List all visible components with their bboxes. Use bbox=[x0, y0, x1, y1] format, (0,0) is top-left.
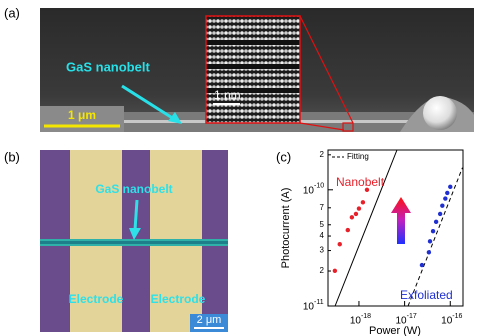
electrode-label: Electrode bbox=[151, 292, 206, 306]
data-point bbox=[448, 184, 453, 190]
y-tick-label: 10 bbox=[303, 185, 315, 196]
plot-frame bbox=[327, 149, 464, 307]
scale-bar-label: 1 μm bbox=[68, 108, 96, 122]
annotation-arrow bbox=[129, 199, 141, 240]
y-tick-label: 4 bbox=[320, 231, 325, 240]
y-tick-label: 10 bbox=[303, 302, 315, 313]
panel-label: (c) bbox=[276, 149, 291, 164]
data-point bbox=[349, 215, 355, 220]
annotation: GaS nanobelt bbox=[66, 59, 150, 74]
data-point bbox=[427, 239, 433, 244]
y-tick-exponent: -10 bbox=[314, 183, 324, 190]
x-tick-exponent: -18 bbox=[361, 313, 371, 320]
panel-label: (b) bbox=[4, 149, 20, 164]
data-point bbox=[445, 190, 450, 196]
scale-bar-label: 2 μm bbox=[197, 314, 222, 326]
data-point bbox=[437, 211, 443, 217]
x-tick-label: 10 bbox=[395, 316, 407, 327]
y-tick-label: 5 bbox=[320, 220, 325, 229]
data-point bbox=[440, 203, 445, 208]
fit-line bbox=[407, 167, 463, 307]
x-tick-label: 10 bbox=[350, 316, 362, 327]
x-tick-exponent: -17 bbox=[407, 313, 417, 320]
annotation: GaS nanobelt bbox=[95, 182, 172, 196]
legend-label: Fitting bbox=[347, 152, 369, 161]
scale-bar-box bbox=[40, 106, 124, 132]
y-tick-label: 2 bbox=[320, 150, 325, 159]
data-point bbox=[426, 250, 432, 255]
data-point bbox=[356, 206, 362, 211]
y-tick-exponent: -11 bbox=[314, 299, 324, 306]
y-axis-label: Photocurrent (A) bbox=[280, 188, 292, 269]
data-point bbox=[332, 268, 338, 273]
fit-line bbox=[334, 149, 398, 307]
data-point bbox=[345, 227, 351, 233]
y-tick-label: 3 bbox=[320, 246, 325, 255]
series-label: Nanobelt bbox=[336, 175, 385, 189]
data-point bbox=[443, 196, 448, 201]
data-point bbox=[433, 219, 439, 225]
data-point bbox=[360, 200, 366, 205]
optical-image bbox=[40, 150, 228, 332]
series-label: Exfoliated bbox=[400, 288, 453, 302]
data-point bbox=[337, 242, 342, 247]
x-axis-label: Power (W) bbox=[369, 325, 421, 336]
y-tick-label: 7 bbox=[320, 203, 325, 212]
data-point bbox=[353, 211, 359, 217]
x-tick-label: 10 bbox=[441, 316, 453, 327]
hrtem-inset bbox=[205, 15, 354, 132]
x-tick-exponent: -16 bbox=[452, 313, 462, 320]
intensity-arrow bbox=[391, 197, 411, 244]
data-point bbox=[430, 229, 436, 234]
y-tick-label: 2 bbox=[320, 266, 325, 275]
data-point bbox=[419, 262, 425, 268]
annotation-arrow bbox=[121, 84, 182, 124]
data-point bbox=[364, 187, 370, 192]
inset-scale-bar-label: 1 nm bbox=[214, 88, 241, 102]
electrode-label: Electrode bbox=[69, 292, 124, 306]
panel-label: (a) bbox=[4, 5, 20, 20]
